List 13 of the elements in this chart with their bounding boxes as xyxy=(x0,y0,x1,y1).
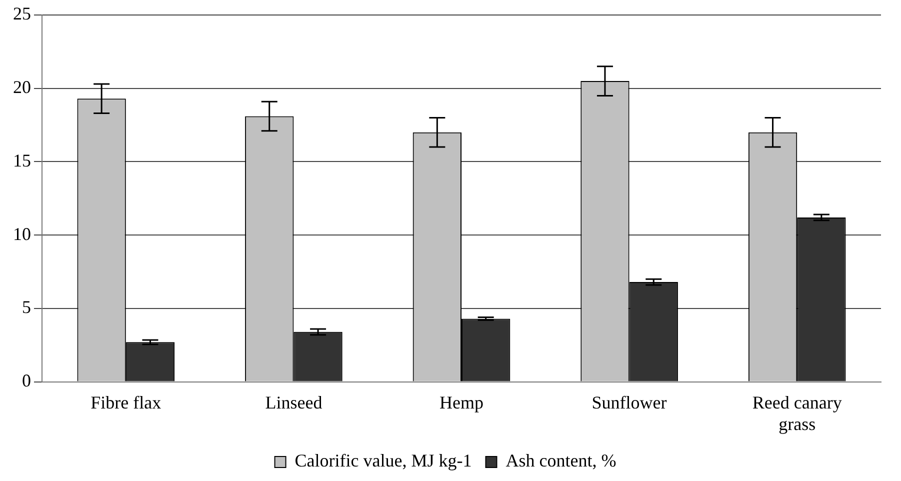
y-tick-label: 15 xyxy=(13,150,31,170)
x-tick-label: Hemp xyxy=(440,392,484,412)
x-tick-label: Fibre flax xyxy=(90,392,162,412)
y-tick-label: 5 xyxy=(22,297,31,318)
y-tick-label: 20 xyxy=(13,77,31,98)
y-tick-label: 25 xyxy=(13,4,31,24)
y-tick-label: 0 xyxy=(22,370,31,391)
x-tick-label: Reed canary grass xyxy=(752,392,842,434)
x-tick-label: Sunflower xyxy=(592,392,667,412)
legend-label: Ash content, % xyxy=(506,450,616,471)
x-tick-label: Linseed xyxy=(265,392,322,412)
y-tick-label: 10 xyxy=(13,224,31,244)
legend-label: Calorific value, MJ kg-1 xyxy=(294,450,472,471)
